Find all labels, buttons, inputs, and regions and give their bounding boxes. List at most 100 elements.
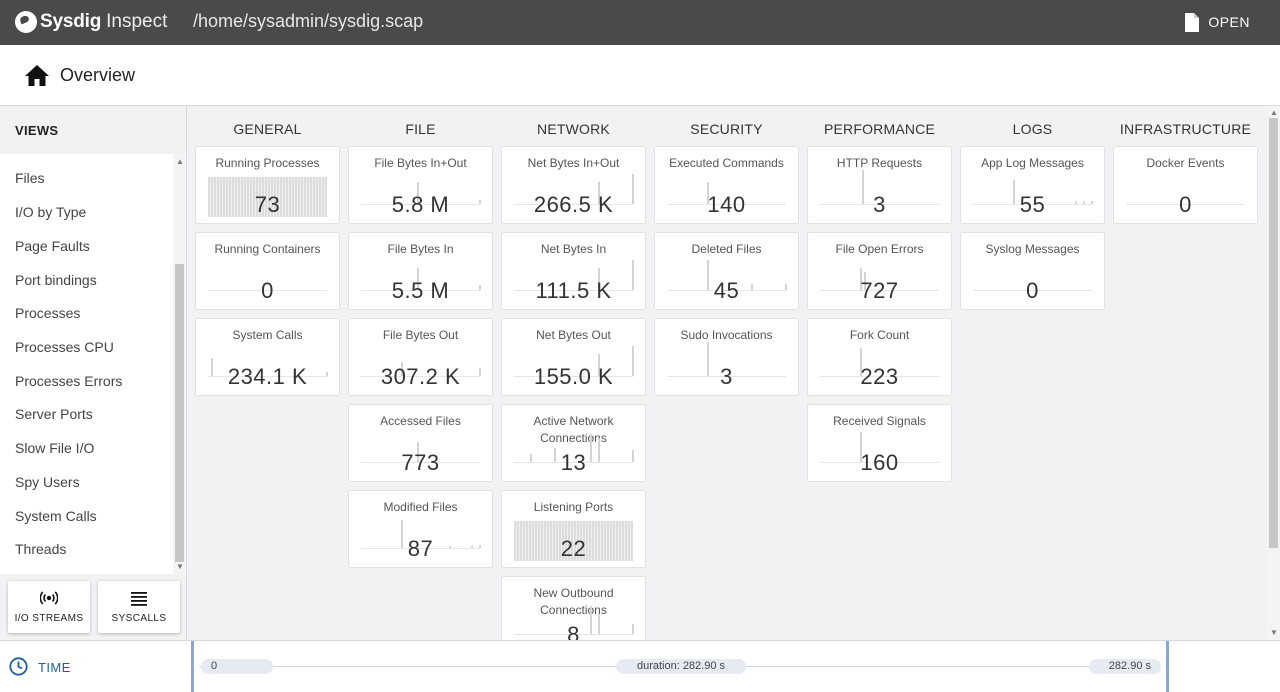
- tile-value: 55: [1019, 192, 1046, 217]
- app-logo[interactable]: Sysdig Inspect: [15, 9, 167, 35]
- tile-title: File Bytes In+Out: [374, 156, 467, 170]
- tile-value: 773: [401, 450, 440, 475]
- sidebar-item-server-ports[interactable]: Server Ports: [15, 406, 93, 422]
- io-streams-label: I/O STREAMS: [14, 613, 84, 624]
- tile-running-containers[interactable]: Running Containers 0: [195, 232, 340, 310]
- sysdig-logo-icon: [15, 11, 37, 33]
- tile-value: 111.5 K: [535, 278, 612, 303]
- sparkline: [667, 163, 786, 205]
- tile-net-bytes-in[interactable]: Net Bytes In 111.5 K: [501, 232, 646, 310]
- tile-title: Modified Files: [383, 500, 458, 514]
- sparkline: [361, 163, 481, 205]
- tile-value: 22: [560, 536, 587, 561]
- sparkline: [667, 249, 787, 291]
- tile-modified-files[interactable]: Modified Files 87: [348, 490, 493, 568]
- clock-icon[interactable]: [9, 657, 28, 676]
- tile-executed-commands[interactable]: Executed Commands 140: [654, 146, 799, 224]
- capture-file-path: /home/sysadmin/sysdig.scap: [193, 11, 424, 31]
- tile-value: 3: [873, 192, 886, 217]
- sidebar-item-spy-users[interactable]: Spy Users: [15, 474, 80, 490]
- tile-value: 0: [261, 278, 274, 303]
- tile-value: 140: [707, 192, 746, 217]
- tile-title: File Open Errors: [835, 242, 924, 256]
- sparkline: [514, 593, 634, 635]
- time-range-slider[interactable]: 0 duration: 282.90 s 282.90 s: [191, 641, 1169, 692]
- tile-file-bytes-in[interactable]: File Bytes In 5.5 M: [348, 232, 493, 310]
- sparkline: [514, 421, 634, 463]
- tile-deleted-files[interactable]: Deleted Files 45: [654, 232, 799, 310]
- sidebar-item-processes-errors[interactable]: Processes Errors: [15, 373, 123, 389]
- file-icon: [1185, 12, 1200, 32]
- sidebar-item-threads[interactable]: Threads: [15, 541, 67, 557]
- home-icon[interactable]: [25, 65, 49, 86]
- tile-listening-ports[interactable]: Listening Ports 22: [501, 490, 646, 568]
- tile-value: 13: [560, 450, 587, 475]
- tile-value: 223: [860, 364, 899, 389]
- tile-value: 73: [254, 192, 281, 217]
- sidebar-item-slow-file-io[interactable]: Slow File I/O: [15, 440, 95, 456]
- tile-title: File Bytes Out: [382, 328, 459, 342]
- tile-title: Docker Events: [1146, 156, 1225, 170]
- scroll-down-arrow-icon[interactable]: ▼: [1270, 628, 1278, 637]
- column-header-security: SECURITY: [690, 121, 763, 137]
- range-end-handle[interactable]: [1166, 641, 1169, 692]
- sidebar-item-io-by-type[interactable]: I/O by Type: [15, 204, 87, 220]
- scroll-down-arrow-icon[interactable]: ▼: [176, 562, 184, 571]
- sparkline: [820, 421, 939, 463]
- syscalls-label: SYSCALLS: [111, 613, 167, 624]
- column-header-file: FILE: [405, 121, 436, 137]
- sidebar-item-system-calls[interactable]: System Calls: [15, 508, 97, 524]
- tile-active-network-connections[interactable]: Active Network Connections 13: [501, 404, 646, 482]
- tile-file-bytes-in-out[interactable]: File Bytes In+Out 5.8 M: [348, 146, 493, 224]
- tile-docker-events[interactable]: Docker Events 0: [1113, 146, 1258, 224]
- scroll-up-arrow-icon[interactable]: ▲: [176, 157, 184, 166]
- views-scrollbar[interactable]: ▲ ▼: [173, 154, 186, 574]
- sidebar-item-processes[interactable]: Processes: [15, 305, 81, 321]
- tile-syslog-messages[interactable]: Syslog Messages 0: [960, 232, 1105, 310]
- column-header-network: NETWORK: [537, 121, 610, 137]
- tile-net-bytes-in-out[interactable]: Net Bytes In+Out 266.5 K: [501, 146, 646, 224]
- sparkline: [667, 335, 786, 377]
- tile-running-processes[interactable]: Running Processes 73: [195, 146, 340, 224]
- io-streams-button[interactable]: I/O STREAMS: [8, 581, 90, 633]
- main-scrollbar-thumb[interactable]: [1269, 118, 1278, 548]
- tile-value: 160: [860, 450, 899, 475]
- sparkline: [361, 249, 481, 291]
- tile-fork-count[interactable]: Fork Count 223: [807, 318, 952, 396]
- tile-title: System Calls: [232, 328, 303, 342]
- tile-received-signals[interactable]: Received Signals 160: [807, 404, 952, 482]
- sparkline: [514, 521, 633, 561]
- sidebar-item-processes-cpu[interactable]: Processes CPU: [15, 339, 114, 355]
- range-start-handle[interactable]: [191, 641, 194, 692]
- main-scrollbar[interactable]: ▲ ▼: [1267, 106, 1280, 640]
- sparkline: [973, 163, 1093, 205]
- tile-title: Running Containers: [214, 242, 321, 256]
- views-scrollbar-thumb[interactable]: [175, 264, 184, 562]
- tile-new-outbound-connections[interactable]: New Outbound Connections 8: [501, 576, 646, 640]
- tile-system-calls[interactable]: System Calls 234.1 K: [195, 318, 340, 396]
- tile-title: App Log Messages: [981, 156, 1084, 170]
- sidebar-item-files[interactable]: Files: [15, 170, 45, 186]
- list-lines-icon: [131, 592, 147, 606]
- tile-file-bytes-out[interactable]: File Bytes Out 307.2 K: [348, 318, 493, 396]
- sidebar-item-port-bindings[interactable]: Port bindings: [15, 272, 97, 288]
- tile-http-requests[interactable]: HTTP Requests 3: [807, 146, 952, 224]
- tile-title: Executed Commands: [669, 156, 784, 170]
- tile-app-log-messages[interactable]: App Log Messages 55: [960, 146, 1105, 224]
- tile-net-bytes-out[interactable]: Net Bytes Out 155.0 K: [501, 318, 646, 396]
- tile-title: Sudo Invocations: [680, 328, 773, 342]
- scroll-up-arrow-icon[interactable]: ▲: [1270, 108, 1278, 117]
- tile-sudo-invocations[interactable]: Sudo Invocations 3: [654, 318, 799, 396]
- tile-title: File Bytes In: [387, 242, 454, 256]
- sparkline: [514, 249, 634, 291]
- tile-value: 234.1 K: [227, 364, 308, 389]
- tile-title: Fork Count: [849, 328, 910, 342]
- tile-file-open-errors[interactable]: File Open Errors 727: [807, 232, 952, 310]
- syscalls-button[interactable]: SYSCALLS: [98, 581, 180, 633]
- open-button[interactable]: OPEN: [1184, 11, 1250, 33]
- range-start-label: 0: [201, 659, 273, 674]
- sidebar-item-page-faults[interactable]: Page Faults: [15, 238, 90, 254]
- tile-accessed-files[interactable]: Accessed Files 773: [348, 404, 493, 482]
- sparkline: [514, 163, 634, 205]
- overview-grid: GENERAL FILE NETWORK SECURITY PERFORMANC…: [187, 106, 1267, 640]
